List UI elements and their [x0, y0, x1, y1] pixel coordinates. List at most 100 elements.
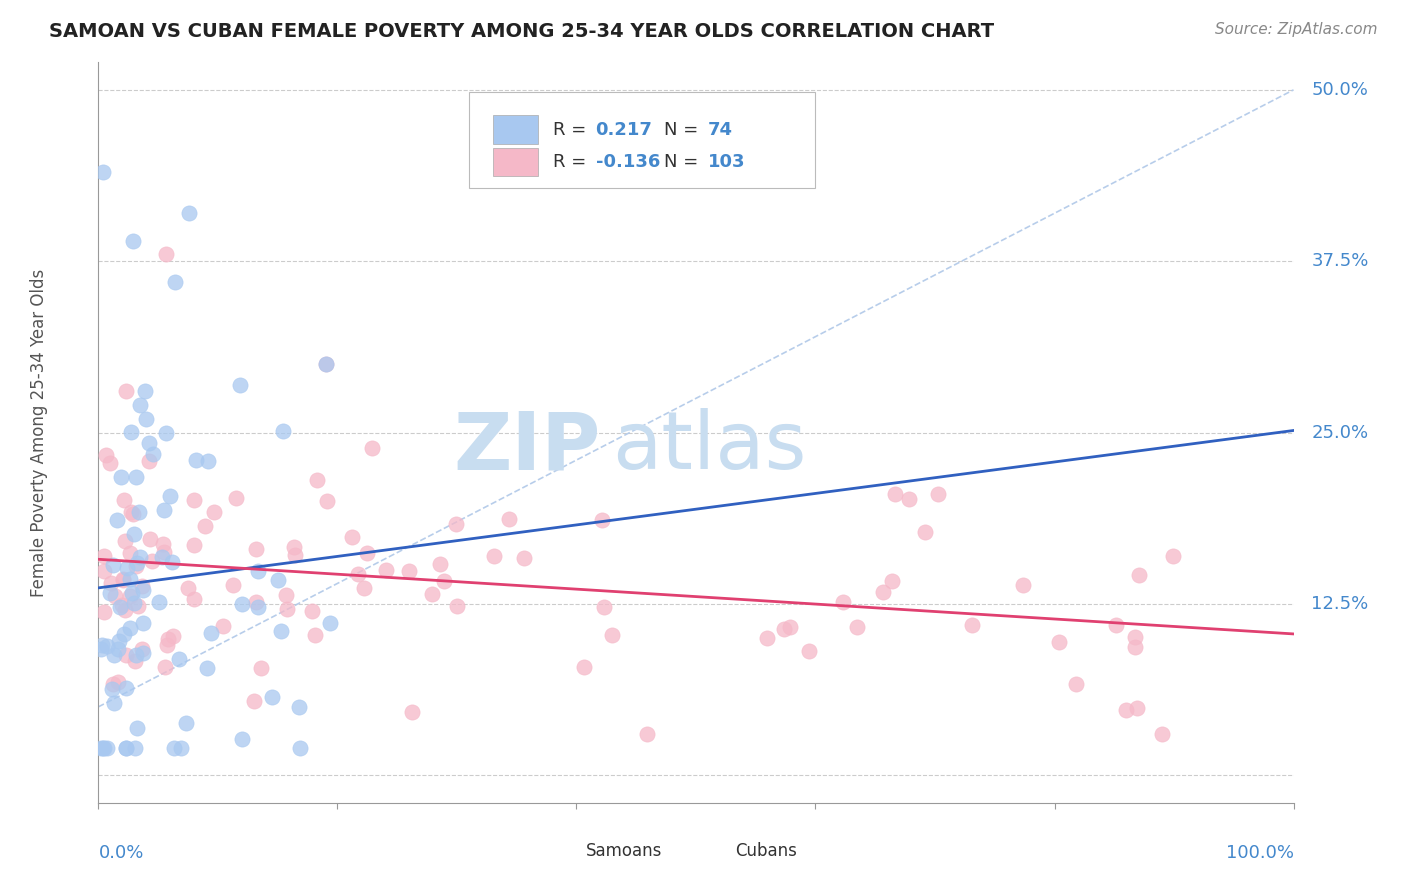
Point — [159, 489, 181, 503]
Point — [152, 536, 174, 550]
Point — [120, 505, 142, 519]
Point — [184, 453, 207, 467]
Point — [636, 727, 658, 741]
Text: Samoans: Samoans — [586, 842, 662, 860]
Point — [135, 411, 157, 425]
Point — [429, 558, 451, 572]
Point — [114, 603, 136, 617]
Point — [156, 638, 179, 652]
Point — [121, 507, 143, 521]
Point — [592, 599, 614, 614]
Point — [153, 503, 176, 517]
Text: SAMOAN VS CUBAN FEMALE POVERTY AMONG 25-34 YEAR OLDS CORRELATION CHART: SAMOAN VS CUBAN FEMALE POVERTY AMONG 25-… — [49, 22, 994, 41]
Point — [1012, 578, 1035, 592]
Point — [153, 545, 176, 559]
Point — [195, 661, 218, 675]
Point — [266, 573, 288, 587]
Point — [315, 357, 337, 371]
Text: 100.0%: 100.0% — [1226, 844, 1294, 862]
Point — [276, 602, 298, 616]
Point — [779, 620, 801, 634]
Point — [152, 549, 174, 564]
Point — [155, 425, 177, 440]
Point — [125, 558, 148, 573]
Point — [91, 741, 114, 756]
Text: N =: N = — [664, 153, 703, 171]
Point — [115, 648, 138, 663]
Text: -0.136: -0.136 — [596, 153, 659, 171]
Point — [177, 206, 200, 220]
Point — [139, 533, 162, 547]
Point — [93, 564, 115, 578]
FancyBboxPatch shape — [494, 148, 538, 177]
Point — [124, 470, 146, 484]
Text: Cubans: Cubans — [735, 842, 797, 860]
Point — [231, 598, 253, 612]
Point — [105, 513, 128, 527]
Point — [1105, 617, 1128, 632]
Point — [148, 595, 170, 609]
Point — [433, 574, 456, 589]
Point — [98, 456, 121, 470]
Point — [155, 247, 177, 261]
Point — [107, 633, 129, 648]
Point — [114, 741, 136, 756]
Point — [222, 578, 245, 592]
Text: 0.0%: 0.0% — [98, 844, 143, 862]
Point — [122, 234, 145, 248]
Point — [114, 533, 136, 548]
Point — [128, 549, 150, 564]
Point — [846, 619, 869, 633]
Text: N =: N = — [664, 120, 703, 138]
Point — [319, 615, 342, 630]
Point — [131, 646, 153, 660]
Text: Female Poverty Among 25-34 Year Olds: Female Poverty Among 25-34 Year Olds — [30, 268, 48, 597]
Point — [115, 741, 138, 756]
Point — [353, 581, 375, 595]
Point — [131, 579, 153, 593]
Point — [91, 165, 114, 179]
Point — [301, 604, 323, 618]
Point — [260, 690, 283, 704]
Point — [270, 624, 292, 639]
Point — [420, 587, 443, 601]
Point — [271, 424, 294, 438]
Point — [1126, 700, 1149, 714]
Point — [276, 588, 298, 602]
Point — [107, 675, 129, 690]
Point — [229, 377, 252, 392]
Point — [1115, 703, 1137, 717]
Point — [118, 589, 141, 603]
Text: R =: R = — [553, 153, 592, 171]
Point — [93, 549, 115, 563]
Point — [91, 638, 114, 652]
Point — [124, 741, 146, 756]
FancyBboxPatch shape — [470, 92, 815, 188]
Point — [90, 741, 112, 756]
Point — [200, 626, 222, 640]
Point — [127, 599, 149, 613]
Point — [315, 494, 337, 508]
Point — [101, 558, 124, 572]
Point — [128, 504, 150, 518]
Point — [342, 530, 364, 544]
Point — [131, 641, 153, 656]
Point — [284, 549, 307, 563]
Point — [591, 512, 613, 526]
Text: 37.5%: 37.5% — [1312, 252, 1369, 270]
Point — [600, 627, 623, 641]
Point — [1150, 727, 1173, 741]
Point — [112, 493, 135, 508]
Point — [283, 540, 305, 554]
Point — [141, 554, 163, 568]
Point — [245, 541, 267, 556]
Point — [756, 631, 779, 645]
FancyBboxPatch shape — [553, 841, 579, 860]
Point — [401, 705, 423, 719]
Text: 74: 74 — [709, 120, 733, 138]
Point — [177, 581, 200, 595]
Point — [194, 518, 217, 533]
Point — [183, 537, 205, 551]
Point — [375, 563, 398, 577]
Point — [204, 505, 226, 519]
